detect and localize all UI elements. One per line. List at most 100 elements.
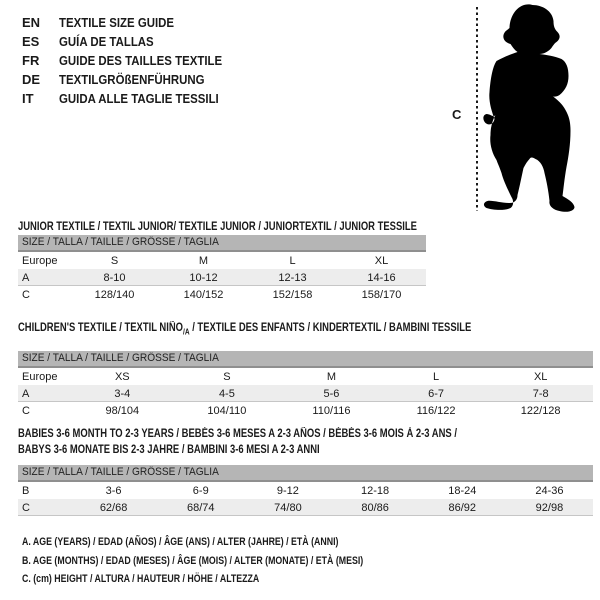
language-list: EN TEXTILE SIZE GUIDE ES GUÍA DE TALLAS FR GU… — [22, 13, 244, 108]
table-cell: 92/98 — [535, 501, 564, 514]
section-title-line: CHILDREN'S TEXTILE / TEXTIL NIÑO/A / TEX… — [18, 322, 490, 338]
table-cell: 128/140 — [94, 288, 135, 301]
height-measure-dotted-line — [476, 7, 478, 211]
table-row: C 128/140 140/152 152/158 158/170 — [18, 286, 426, 303]
table-cell: L — [289, 254, 296, 267]
table-row: A 3-4 4-5 5-6 6-7 7-8 — [18, 385, 593, 403]
language-code: DE — [22, 72, 41, 87]
language-label: GUIDA ALLE TAGLIE TESSILI — [59, 91, 219, 106]
table-cell: 68/74 — [186, 501, 215, 514]
table-cell: 14-16 — [367, 271, 396, 284]
table-cell: XL — [374, 254, 389, 267]
title-subscript: /A — [183, 327, 190, 337]
table-row: C 62/68 68/74 74/80 80/86 86/92 92/98 — [18, 499, 593, 516]
table-cell: 158/170 — [361, 288, 402, 301]
size-header-bar: SIZE / TALLA / TAILLE / GRÖSSE / TAGLIA — [18, 351, 593, 369]
table-cell: 7-8 — [532, 387, 549, 400]
table-cell: S — [223, 370, 231, 383]
size-header-text: SIZE / TALLA / TAILLE / GRÖSSE / TAGLIA — [22, 352, 219, 365]
size-table: B 3-6 6-9 9-12 12-18 18-24 24-36 C 62/68 68/74 74/… — [18, 482, 593, 516]
language-code: FR — [22, 53, 40, 68]
section-junior-textile: JUNIOR TEXTILE / TEXTIL JUNIOR/ TEXTILE … — [18, 221, 426, 303]
table-cell: 18-24 — [448, 484, 477, 497]
language-label: GUÍA DE TALLAS — [59, 34, 154, 49]
table-cell: 110/116 — [312, 404, 351, 417]
size-header-bar: SIZE / TALLA / TAILLE / GRÖSSE / TAGLIA — [18, 465, 593, 482]
row-label: C — [22, 404, 30, 417]
table-row: Europe S M L XL — [18, 252, 426, 269]
table-row: Europe XS S M L XL — [18, 368, 593, 385]
title-text: BABIES 3-6 MONTH TO 2-3 YEARS / BEBÉS 3-… — [18, 428, 457, 440]
language-code: ES — [22, 34, 40, 49]
measurement-legend: A. AGE (YEARS) / EDAD (AÑOS) / ÂGE (ANS)… — [22, 533, 449, 589]
table-cell: 62/68 — [99, 501, 128, 514]
table-cell: 116/122 — [416, 404, 456, 417]
language-row: EN TEXTILE SIZE GUIDE — [22, 13, 244, 32]
section-title: BABIES 3-6 MONTH TO 2-3 YEARS / BEBÉS 3-… — [18, 426, 593, 458]
table-cell: 104/110 — [207, 404, 247, 417]
table-cell: 152/158 — [272, 288, 313, 301]
row-label: A — [22, 271, 30, 284]
table-cell: 5-6 — [323, 387, 340, 400]
language-code: IT — [22, 91, 34, 106]
language-label: TEXTILE SIZE GUIDE — [59, 15, 175, 30]
section-title: CHILDREN'S TEXTILE / TEXTIL NIÑO/A / TEX… — [18, 322, 593, 338]
language-code: EN — [22, 15, 41, 30]
section-title-line: BABYS 3-6 MONATE BIS 2-3 JAHRE / BAMBINI… — [18, 442, 490, 458]
table-cell: 9-12 — [276, 484, 299, 497]
table-row: B 3-6 6-9 9-12 12-18 18-24 24-36 — [18, 482, 593, 499]
table-cell: M — [326, 370, 337, 383]
table-cell: 24-36 — [535, 484, 564, 497]
legend-line: A. AGE (YEARS) / EDAD (AÑOS) / ÂGE (ANS)… — [22, 536, 339, 548]
table-cell: 6-7 — [428, 387, 445, 400]
table-cell: XL — [533, 370, 548, 383]
size-header-text: SIZE / TALLA / TAILLE / GRÖSSE / TAGLIA — [22, 466, 219, 478]
title-text: BABYS 3-6 MONATE BIS 2-3 JAHRE / BAMBINI… — [18, 444, 320, 456]
row-label: C — [22, 288, 30, 301]
legend-line: B. AGE (MONTHS) / EDAD (MESES) / ÂGE (MO… — [22, 554, 364, 567]
section-title-line: BABIES 3-6 MONTH TO 2-3 YEARS / BEBÉS 3-… — [18, 426, 490, 442]
table-row: A 8-10 10-12 12-13 14-16 — [18, 269, 426, 286]
row-label: C — [22, 501, 30, 514]
size-table: Europe XS S M L XL A 3-4 4-5 5-6 6-7 7-8 C 98/104 104/… — [18, 368, 593, 419]
table-cell: 10-12 — [189, 271, 218, 284]
size-header-text: SIZE / TALLA / TAILLE / GRÖSSE / TAGLIA — [22, 236, 219, 248]
language-row: ES GUÍA DE TALLAS — [22, 32, 244, 51]
toddler-silhouette-icon — [483, 4, 575, 212]
section-title: JUNIOR TEXTILE / TEXTIL JUNIOR/ TEXTILE … — [18, 221, 426, 233]
table-cell: 86/92 — [448, 501, 477, 514]
language-row: DE TEXTILGRÖßENFÜHRUNG — [22, 70, 244, 89]
table-cell: 80/86 — [361, 501, 389, 514]
table-cell: 8-10 — [103, 271, 126, 284]
language-label: GUIDE DES TAILLES TEXTILE — [59, 53, 223, 68]
table-cell: 12-18 — [361, 484, 390, 497]
title-text: CHILDREN'S TEXTILE / TEXTIL NIÑO — [18, 322, 184, 334]
table-cell: XS — [114, 370, 130, 383]
table-cell: S — [110, 254, 119, 267]
language-row: FR GUIDE DES TAILLES TEXTILE — [22, 51, 244, 70]
row-label: Europe — [22, 370, 58, 383]
height-measure-label-c: C — [452, 107, 462, 122]
language-label: TEXTILGRÖßENFÜHRUNG — [59, 72, 205, 87]
table-cell: 3-6 — [105, 484, 122, 497]
row-label: A — [22, 387, 30, 400]
table-cell: 6-9 — [192, 484, 209, 497]
size-header-bar: SIZE / TALLA / TAILLE / GRÖSSE / TAGLIA — [18, 235, 426, 252]
table-cell: 98/104 — [105, 404, 140, 417]
section-babies-textile: BABIES 3-6 MONTH TO 2-3 YEARS / BEBÉS 3-… — [18, 426, 593, 516]
row-label: Europe — [22, 254, 58, 267]
table-cell: L — [433, 370, 440, 383]
table-row: C 98/104 104/110 110/116 116/122 122/128 — [18, 402, 593, 419]
table-cell: 3-4 — [114, 387, 131, 400]
table-cell: 74/80 — [274, 501, 302, 514]
legend-line: C. (cm) HEIGHT / ALTURA / HAUTEUR / HÖHE… — [22, 573, 260, 585]
size-table: Europe S M L XL A 8-10 10-12 12-13 14-16 C 128/140 1… — [18, 252, 426, 303]
table-cell: M — [198, 254, 209, 267]
row-label: B — [22, 484, 30, 497]
title-text: JUNIOR TEXTILE / TEXTIL JUNIOR/ TEXTILE … — [18, 221, 417, 233]
section-title-line: JUNIOR TEXTILE / TEXTIL JUNIOR/ TEXTILE … — [18, 221, 417, 233]
section-childrens-textile: CHILDREN'S TEXTILE / TEXTIL NIÑO/A / TEX… — [18, 322, 593, 419]
table-cell: 12-13 — [278, 271, 307, 284]
table-cell: 140/152 — [183, 288, 224, 301]
table-cell: 4-5 — [218, 387, 235, 400]
